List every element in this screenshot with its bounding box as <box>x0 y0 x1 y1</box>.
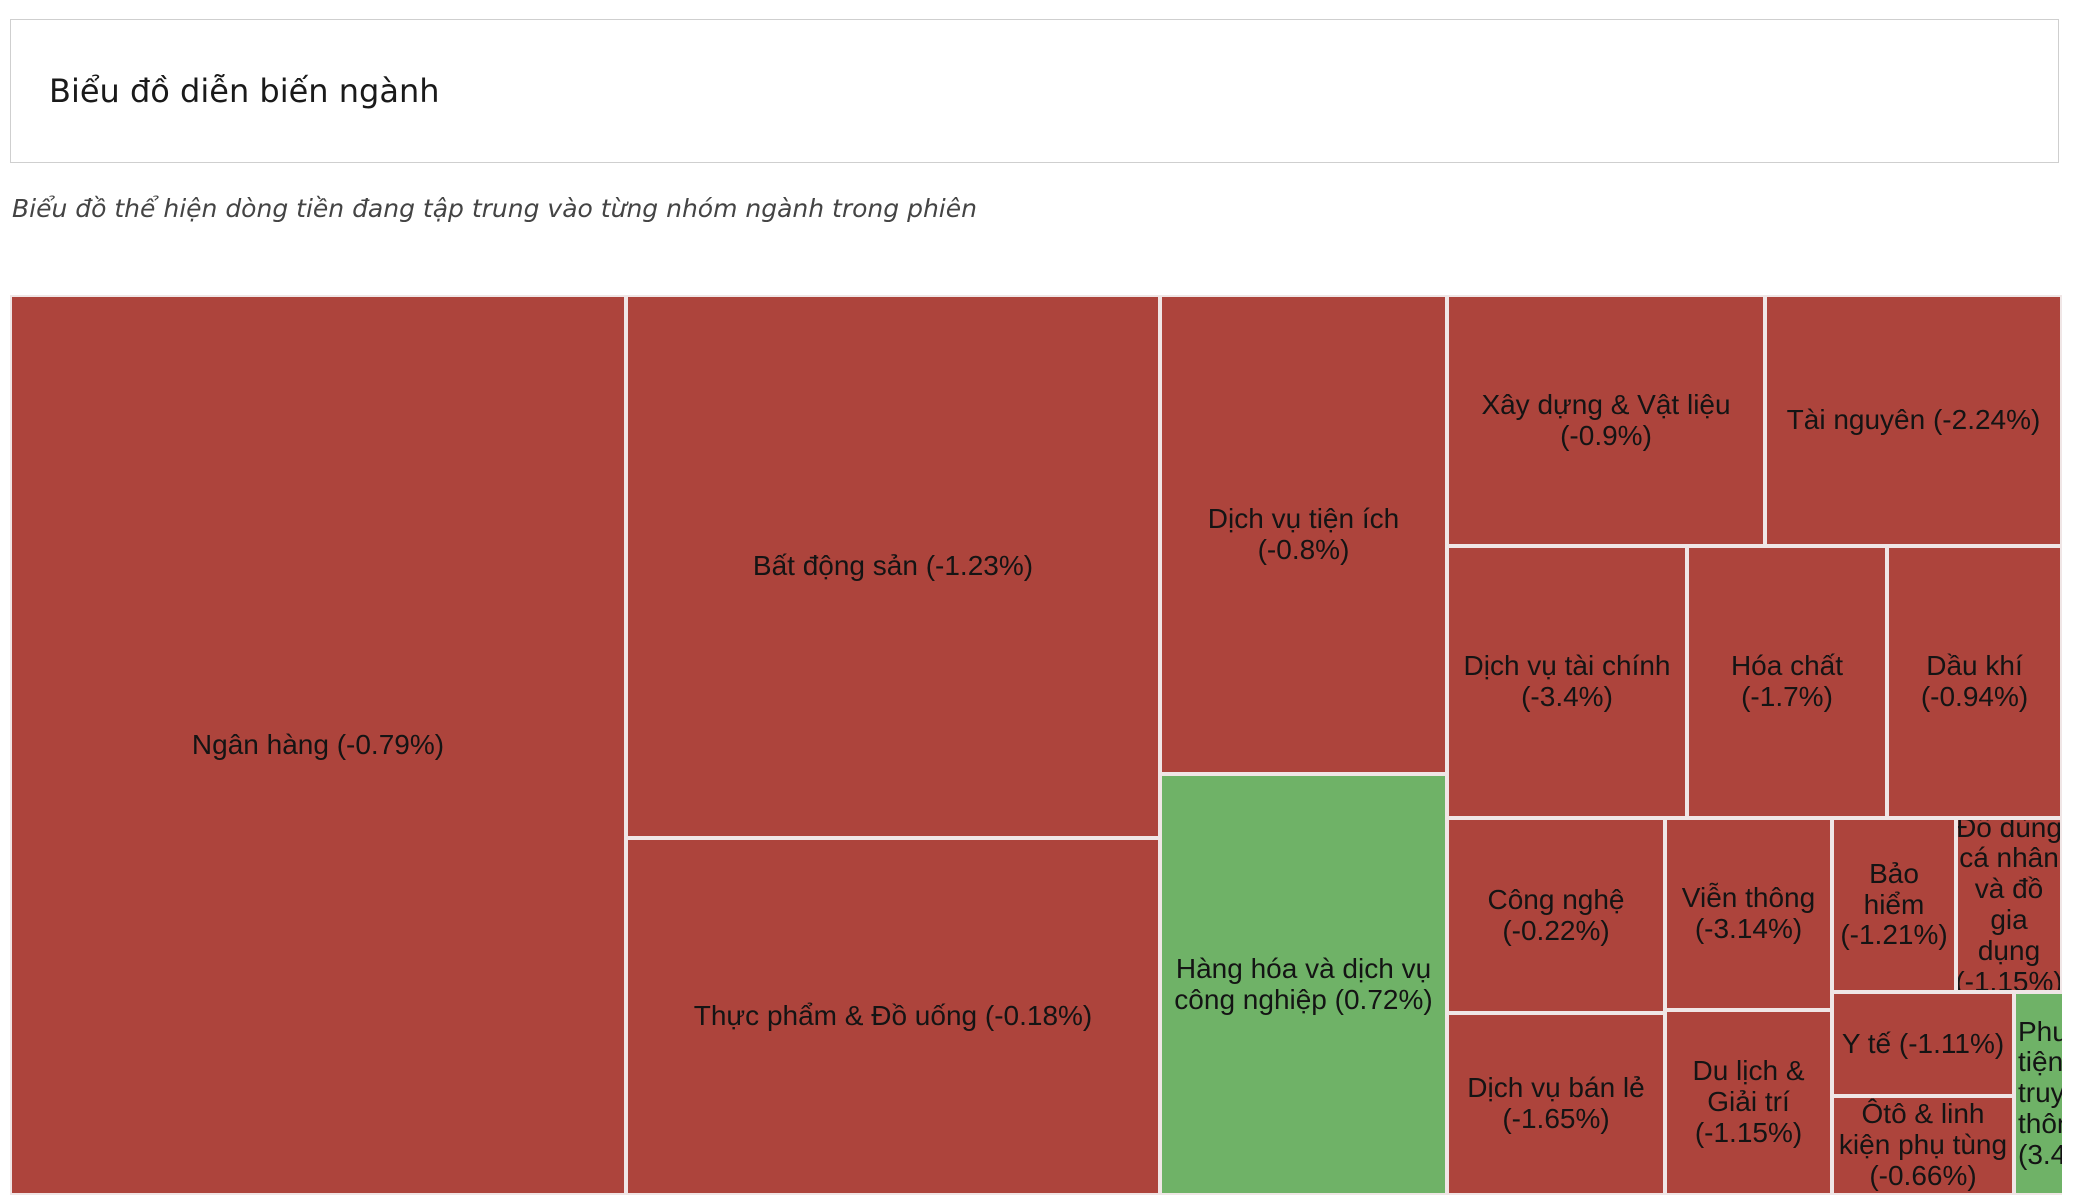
treemap-tile[interactable]: Ngân hàng (-0.79%) <box>10 295 626 1195</box>
treemap-tile-label: Xây dựng & Vật liệu (-0.9%) <box>1481 388 1731 451</box>
treemap-tile[interactable]: Viễn thông (-3.14%) <box>1665 818 1832 1010</box>
treemap-tile[interactable]: Bất động sản (-1.23%) <box>626 295 1160 838</box>
treemap-tile[interactable]: Ôtô & linh kiện phụ tùng (-0.66%) <box>1832 1096 2014 1195</box>
chart-title: Biểu đồ diễn biến ngành <box>49 72 440 110</box>
treemap-tile[interactable]: Dịch vụ tài chính (-3.4%) <box>1447 546 1687 818</box>
treemap-tile[interactable]: Dịch vụ bán lẻ (-1.65%) <box>1447 1013 1665 1195</box>
treemap-tile[interactable]: Phương tiện truyền thông (3.4%) <box>2014 992 2062 1195</box>
treemap-tile-label: Hàng hóa và dịch vụ công nghiệp (0.72%) <box>1174 952 1433 1015</box>
treemap-tile[interactable]: Dầu khí (-0.94%) <box>1887 546 2062 818</box>
chart-subtitle: Biểu đồ thể hiện dòng tiền đang tập trun… <box>12 194 977 223</box>
treemap-tile[interactable]: Đồ dùng cá nhân và đồ gia dụng (-1.15%) <box>1956 818 2062 992</box>
treemap-tile[interactable]: Y tế (-1.11%) <box>1832 992 2014 1096</box>
treemap-tile[interactable]: Bảo hiểm (-1.21%) <box>1832 818 1956 992</box>
treemap-tile-label: Tài nguyên (-2.24%) <box>1786 404 2041 436</box>
treemap-tile-label: Đồ dùng cá nhân và đồ gia dụng (-1.15%) <box>1956 818 2062 992</box>
treemap-tile-label: Dịch vụ bán lẻ (-1.65%) <box>1467 1072 1645 1134</box>
treemap-tile-label: Dịch vụ tài chính (-3.4%) <box>1463 650 1671 712</box>
chart-header-box: Biểu đồ diễn biến ngành <box>10 19 2059 163</box>
treemap-tile-label: Phương tiện truyền thông (3.4%) <box>2018 1015 2062 1170</box>
treemap-tile-label: Ngân hàng (-0.79%) <box>191 728 445 760</box>
sector-treemap: Ngân hàng (-0.79%) Bất động sản (-1.23%) T… <box>10 295 2062 1195</box>
treemap-tile-label: Dầu khí (-0.94%) <box>1920 650 2029 712</box>
treemap-tile-label: Y tế (-1.11%) <box>1841 1027 2005 1059</box>
treemap-tile[interactable]: Du lịch & Giải trí (-1.15%) <box>1665 1010 1832 1195</box>
treemap-tile-label: Dịch vụ tiện ích (-0.8%) <box>1207 502 1400 565</box>
treemap-tile[interactable]: Hàng hóa và dịch vụ công nghiệp (0.72%) <box>1160 774 1447 1195</box>
treemap-tile-label: Công nghệ (-0.22%) <box>1487 883 1625 946</box>
treemap-tile-label: Thực phẩm & Đồ uống (-0.18%) <box>693 1000 1093 1032</box>
treemap-tile[interactable]: Công nghệ (-0.22%) <box>1447 818 1665 1013</box>
treemap-tile-label: Viễn thông (-3.14%) <box>1681 882 1816 944</box>
treemap-tile-label: Hóa chất (-1.7%) <box>1730 650 1844 712</box>
treemap-tile-label: Ôtô & linh kiện phụ tùng (-0.66%) <box>1838 1098 2008 1191</box>
treemap-tile[interactable]: Thực phẩm & Đồ uống (-0.18%) <box>626 838 1160 1195</box>
treemap-tile[interactable]: Hóa chất (-1.7%) <box>1687 546 1887 818</box>
treemap-tile[interactable]: Xây dựng & Vật liệu (-0.9%) <box>1447 295 1765 546</box>
treemap-tile-label: Bảo hiểm (-1.21%) <box>1840 857 1948 951</box>
treemap-tile[interactable]: Dịch vụ tiện ích (-0.8%) <box>1160 295 1447 774</box>
treemap-tile[interactable]: Tài nguyên (-2.24%) <box>1765 295 2062 546</box>
treemap-tile-label: Bất động sản (-1.23%) <box>752 550 1034 582</box>
treemap-tile-label: Du lịch & Giải trí (-1.15%) <box>1692 1055 1805 1148</box>
